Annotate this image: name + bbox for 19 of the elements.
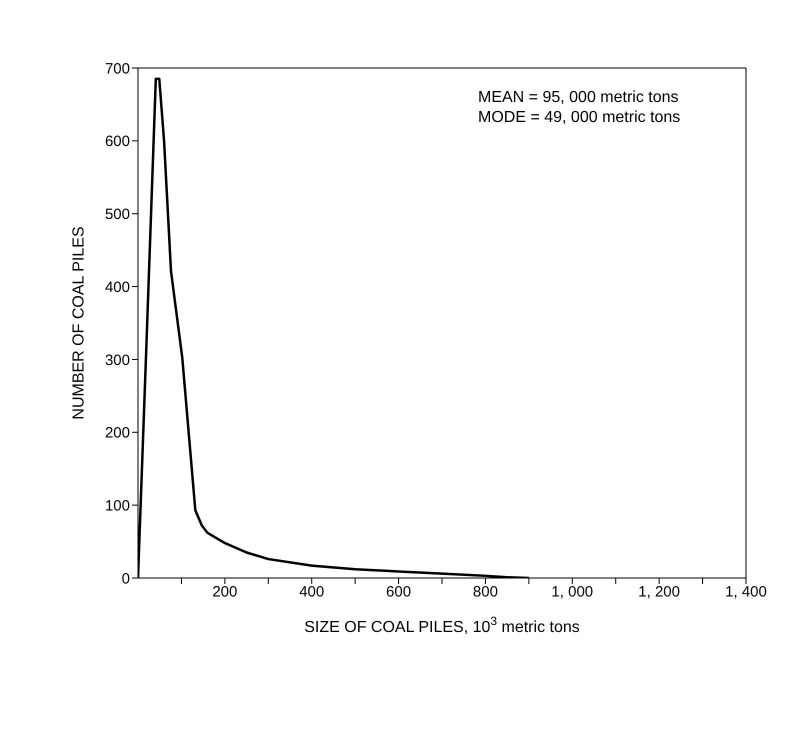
y-tick-label: 500 <box>104 206 130 224</box>
y-axis-title: NUMBER OF COAL PILES <box>70 226 88 420</box>
x-tick-label: 1, 000 <box>551 584 594 601</box>
y-tick-label: 0 <box>122 570 130 588</box>
y-tick-label: 600 <box>104 133 130 150</box>
x-tick-label: 1, 200 <box>638 584 680 601</box>
y-tick-label: 200 <box>104 424 130 442</box>
y-tick-label: 400 <box>104 278 130 296</box>
y-tick-label: 700 <box>104 60 130 78</box>
x-axis-title: SIZE OF COAL PILES, 10$^{3}$ metric tons <box>304 614 580 636</box>
x-tick-label: 1, 400 <box>725 584 767 601</box>
annotation: MODE = 49, 000 metric tons <box>478 108 680 128</box>
annotation: MEAN = 95, 000 metric tons <box>478 88 680 108</box>
x-tick-label: 800 <box>472 584 498 601</box>
x-tick-label: 400 <box>299 584 324 601</box>
x-tick-label: 600 <box>386 584 412 601</box>
x-tick-label: 200 <box>212 584 238 601</box>
y-tick-label: 300 <box>104 352 130 369</box>
y-tick-label: 100 <box>104 497 130 514</box>
